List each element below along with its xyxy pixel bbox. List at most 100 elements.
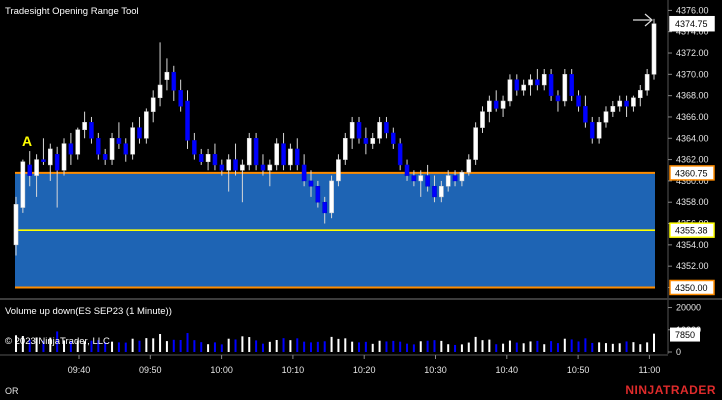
volume-bar — [186, 333, 189, 352]
candle-body — [445, 175, 451, 187]
candle-body — [555, 95, 561, 102]
volume-tag-text: 7850 — [675, 330, 695, 340]
time-tick-label: 09:50 — [139, 365, 162, 375]
candle — [493, 90, 499, 112]
arrow-right-icon[interactable] — [633, 13, 653, 27]
candle-body — [226, 159, 231, 171]
volume-bar — [502, 343, 505, 352]
candle — [96, 132, 101, 160]
volume-bar — [344, 338, 347, 352]
candle — [308, 170, 314, 197]
candle-body — [178, 90, 183, 107]
candle-body — [576, 95, 581, 107]
volume-bar — [35, 337, 38, 352]
candle-body — [198, 154, 204, 162]
volume-bar — [447, 344, 450, 352]
time-tick-label: 10:20 — [353, 365, 376, 375]
candle — [233, 143, 238, 176]
volume-bar — [104, 342, 107, 352]
candle-body — [54, 154, 60, 171]
candle-body — [397, 143, 403, 166]
volume-bar — [632, 342, 635, 352]
candle — [205, 148, 211, 171]
candle — [226, 154, 231, 192]
volume-bar — [282, 338, 285, 352]
volume-bar — [138, 340, 141, 352]
candle-body — [34, 159, 39, 176]
volume-bar — [261, 343, 264, 352]
volume-bar — [179, 340, 182, 352]
candle-body — [308, 180, 314, 187]
candle — [631, 95, 636, 112]
candle-body — [391, 132, 396, 144]
candle-body — [487, 100, 492, 112]
candle-body — [569, 74, 574, 96]
candle-body — [301, 164, 307, 182]
candle-body — [164, 71, 170, 80]
candle-body — [631, 97, 636, 107]
candle — [651, 18, 657, 80]
candle — [82, 111, 87, 139]
candle — [535, 69, 540, 91]
volume-bar — [289, 340, 292, 352]
candle — [68, 132, 74, 165]
volume-bar — [570, 339, 573, 352]
candle — [89, 116, 94, 144]
candle — [562, 69, 568, 107]
volume-bar — [460, 344, 463, 352]
volume-bar — [337, 338, 340, 352]
volume-bar — [454, 344, 457, 352]
price-panel[interactable]: 4350.004352.004354.004356.004358.004360.… — [5, 0, 715, 298]
volume-bar — [21, 336, 24, 352]
volume-bar — [159, 334, 162, 352]
volume-bar — [207, 344, 210, 352]
price-tick-label: 4362.00 — [676, 155, 709, 165]
volume-tick-label: 20000 — [676, 303, 701, 313]
time-tick-label: 10:00 — [210, 365, 233, 375]
candle-body — [96, 138, 101, 155]
price-tag: 4374.75 — [669, 15, 715, 32]
candle — [487, 95, 492, 123]
volume-panel-title: Volume up down(ES SEP23 (1 Minute)) — [5, 306, 172, 317]
candle — [521, 79, 526, 96]
candle-body — [68, 143, 74, 155]
candle — [548, 69, 554, 101]
candle — [397, 138, 403, 171]
candle-body — [349, 122, 355, 139]
candle-body — [548, 74, 554, 96]
price-tag-text: 4355.38 — [675, 226, 708, 236]
candle-body — [315, 185, 321, 203]
price-tick-label: 4370.00 — [676, 69, 709, 79]
volume-bar — [419, 341, 422, 352]
candle — [500, 95, 506, 117]
candle-body — [500, 100, 506, 109]
volume-bar — [474, 336, 477, 352]
candle-body — [102, 154, 108, 160]
opening-range-zone — [15, 171, 655, 289]
volume-bar — [358, 342, 361, 352]
volume-bar — [412, 344, 415, 352]
price-grid — [668, 9, 672, 288]
volume-panel[interactable]: 01000020000 Volume up down(ES SEP23 (1 M… — [5, 300, 701, 357]
volume-bar — [111, 341, 114, 352]
candle — [459, 170, 465, 187]
candle — [541, 69, 547, 91]
candle — [637, 84, 643, 107]
candle — [27, 151, 33, 187]
volume-bar — [522, 343, 525, 352]
candle-body — [267, 164, 273, 171]
volume-bar — [83, 341, 86, 352]
candle-body — [27, 164, 33, 176]
volume-bar — [618, 343, 621, 352]
candle-body — [171, 71, 177, 91]
volume-bar — [234, 339, 237, 352]
price-tag-text: 4374.75 — [675, 19, 708, 29]
candle-body — [535, 79, 540, 86]
candle — [178, 79, 183, 112]
candlestick-series — [13, 18, 657, 256]
candle-body — [637, 90, 643, 99]
candle-body — [47, 148, 53, 166]
candle-body — [322, 201, 328, 214]
price-tag-box — [669, 222, 715, 238]
